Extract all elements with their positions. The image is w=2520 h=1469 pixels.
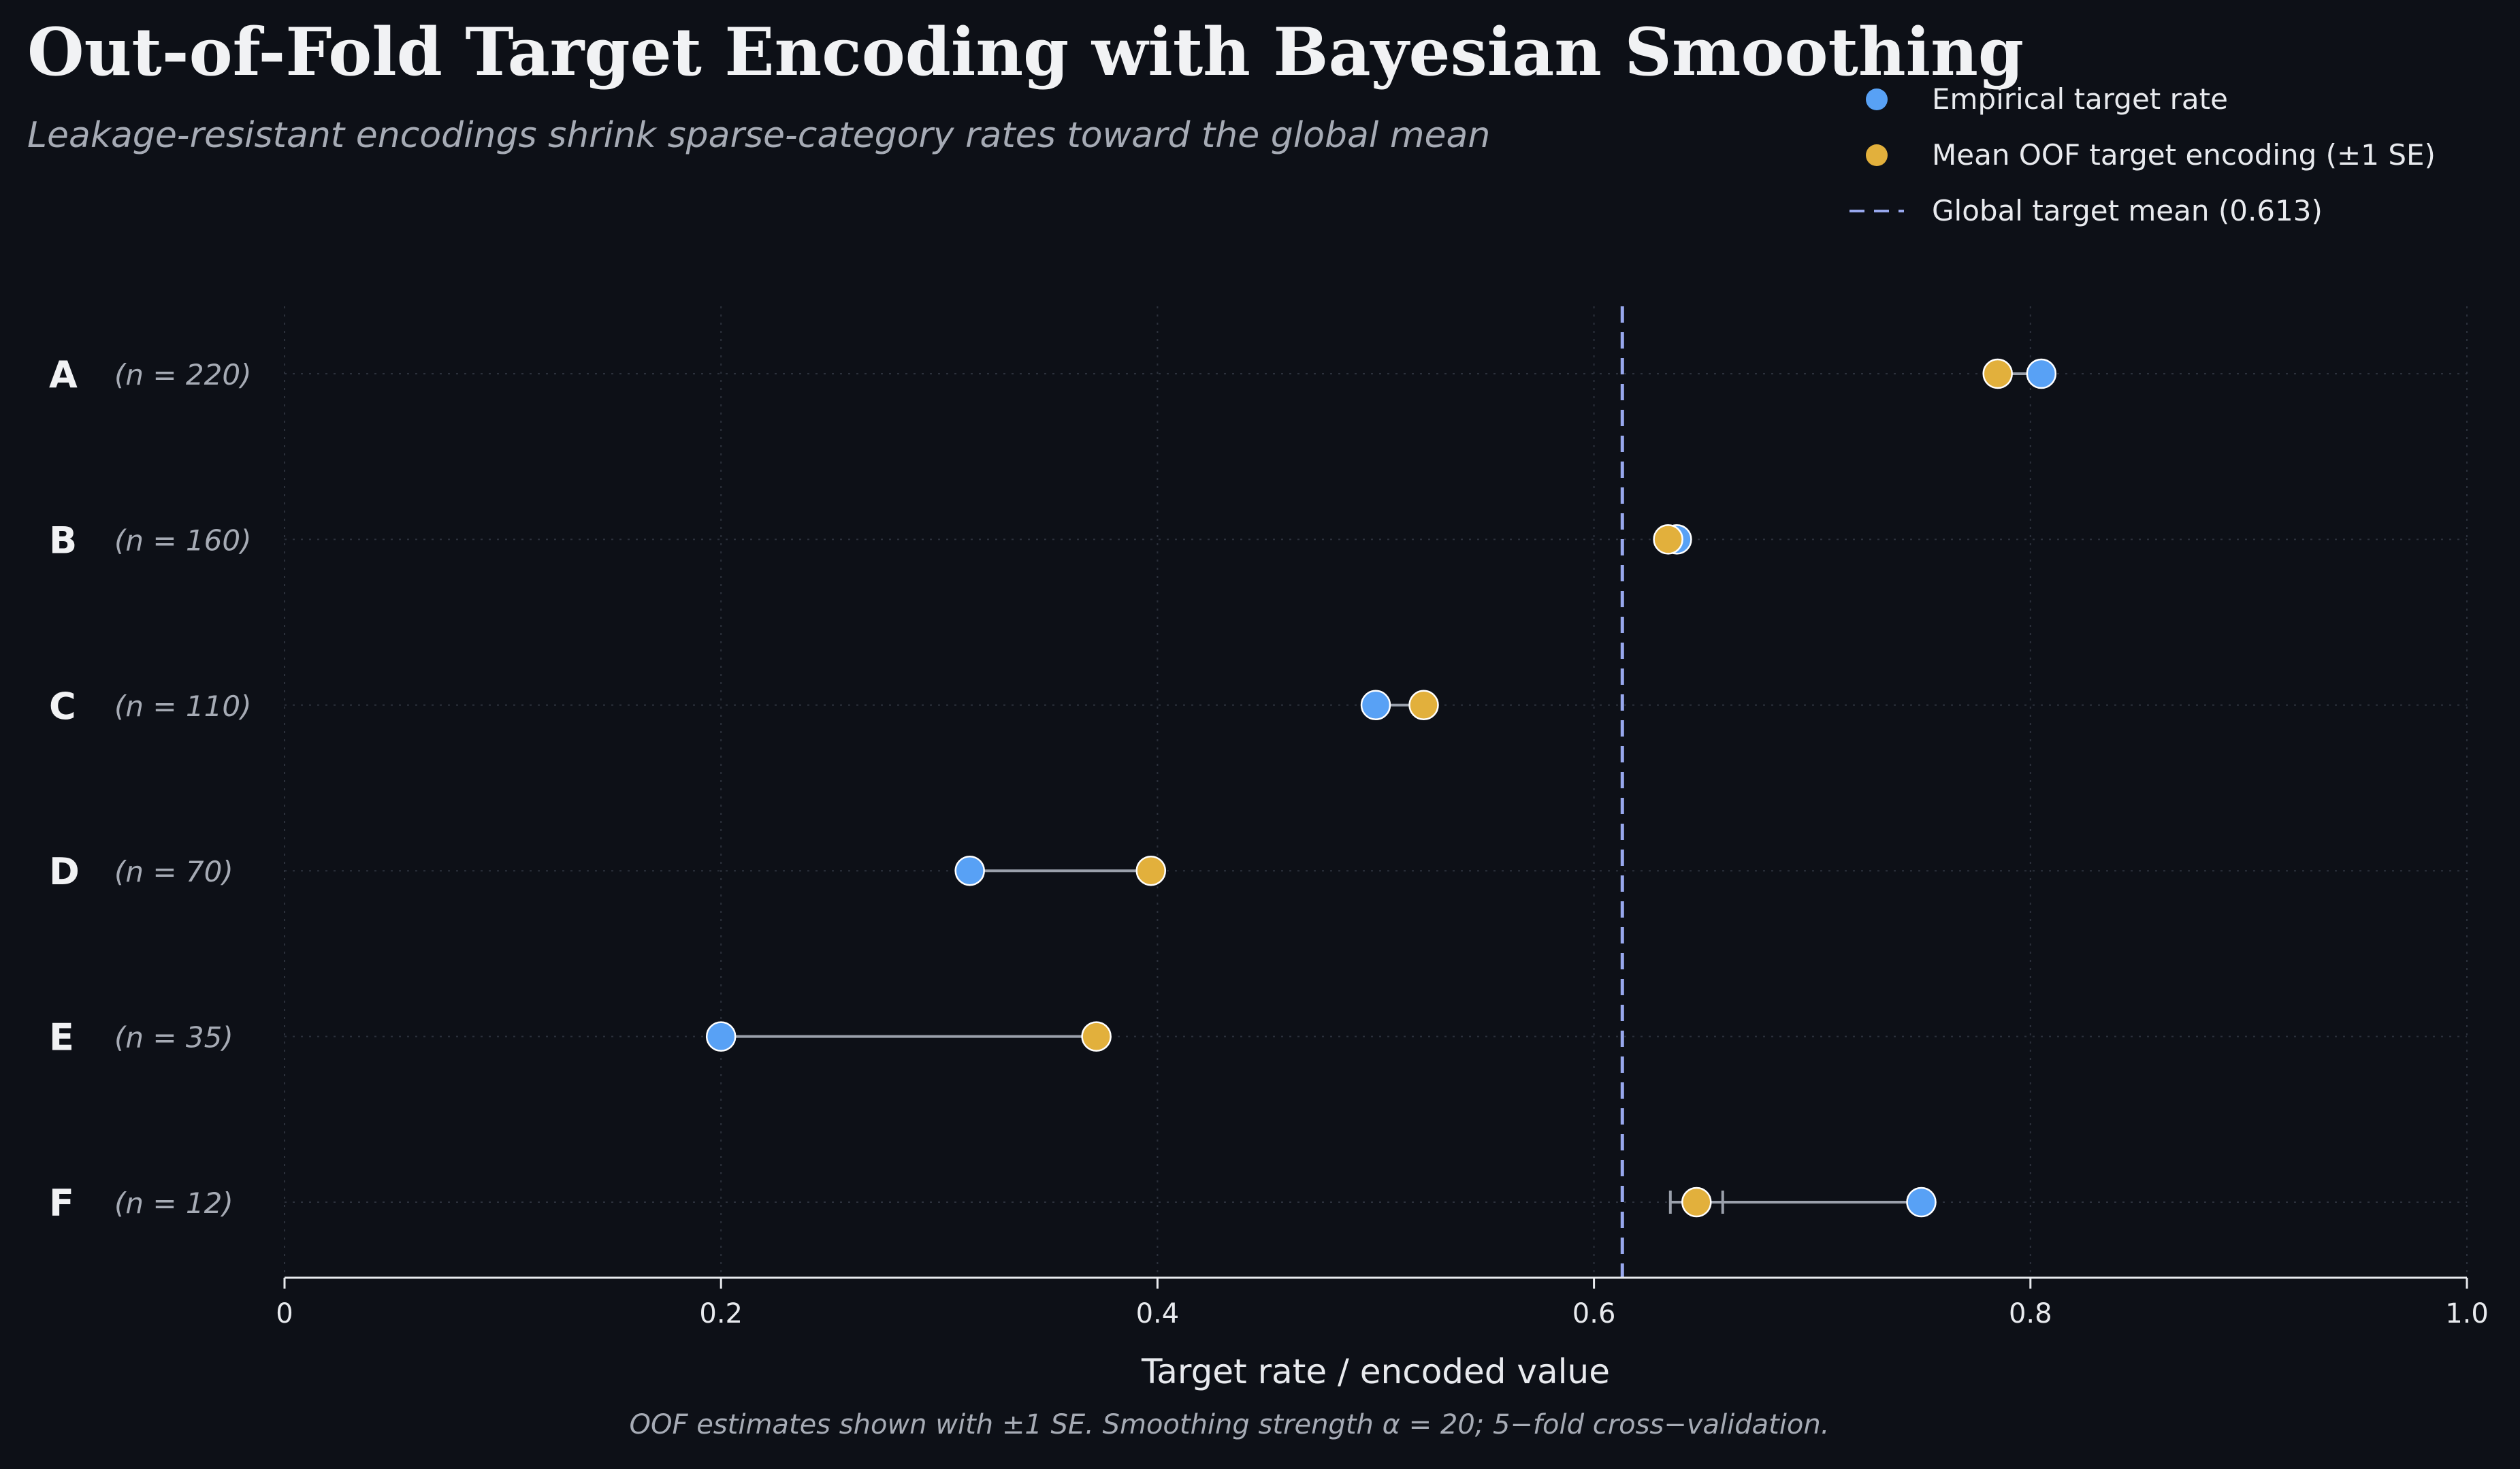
category-count: (n = 220) [114,358,251,391]
category-label: A [49,353,78,396]
footnote: OOF estimates shown with ±1 SE. Smoothin… [630,1409,1830,1440]
legend-label-oof: Mean OOF target encoding (±1 SE) [1932,138,2436,172]
category-labels: A (n = 220) B (n = 160) C (n = 110) D (n = 70) E… [49,353,251,1225]
category-count: (n = 12) [114,1186,233,1220]
point-oof [1653,524,1683,555]
point-oof [1081,1021,1112,1052]
point-empirical [1906,1186,1937,1218]
chart-subtitle: Leakage-resistant encodings shrink spars… [27,115,1490,156]
x-tick-label: 0 [276,1298,293,1329]
point-empirical [1360,690,1391,721]
category-label: D [49,850,80,893]
point-empirical [2026,358,2057,389]
grid [284,306,2468,1278]
point-oof [1408,690,1439,721]
legend-label-empirical: Empirical target rate [1932,82,2228,116]
category-count: (n = 70) [114,855,233,888]
x-tick-label: 0.4 [1136,1298,1180,1329]
x-tick-label: 0.6 [1572,1298,1616,1329]
point-oof [1135,855,1167,886]
points [705,358,2057,1218]
category-label: C [49,685,76,728]
legend-label-global-mean: Global target mean (0.613) [1932,194,2323,227]
point-empirical [954,855,985,886]
point-oof [1982,358,2013,389]
category-label: B [49,519,77,562]
category-count: (n = 110) [114,690,251,723]
x-axis-label: Target rate / encoded value [1141,1352,1610,1391]
x-tick-label: 1.0 [2445,1298,2489,1329]
category-count: (n = 160) [114,523,251,557]
chart-title: Out-of-Fold Target Encoding with Bayesia… [27,14,2024,91]
category-label: F [49,1182,74,1225]
legend-marker-empirical [1866,88,1888,110]
point-empirical [705,1021,737,1052]
point-oof [1681,1186,1712,1218]
x-tick-label: 0.2 [699,1298,743,1329]
legend: Empirical target rate Mean OOF target en… [1849,82,2436,227]
legend-marker-oof [1866,144,1888,166]
category-label: E [49,1016,74,1059]
x-axis: 0 0.2 0.4 0.6 0.8 1.0 [276,1276,2489,1329]
x-tick-label: 0.8 [2009,1298,2052,1329]
category-count: (n = 35) [114,1021,233,1054]
